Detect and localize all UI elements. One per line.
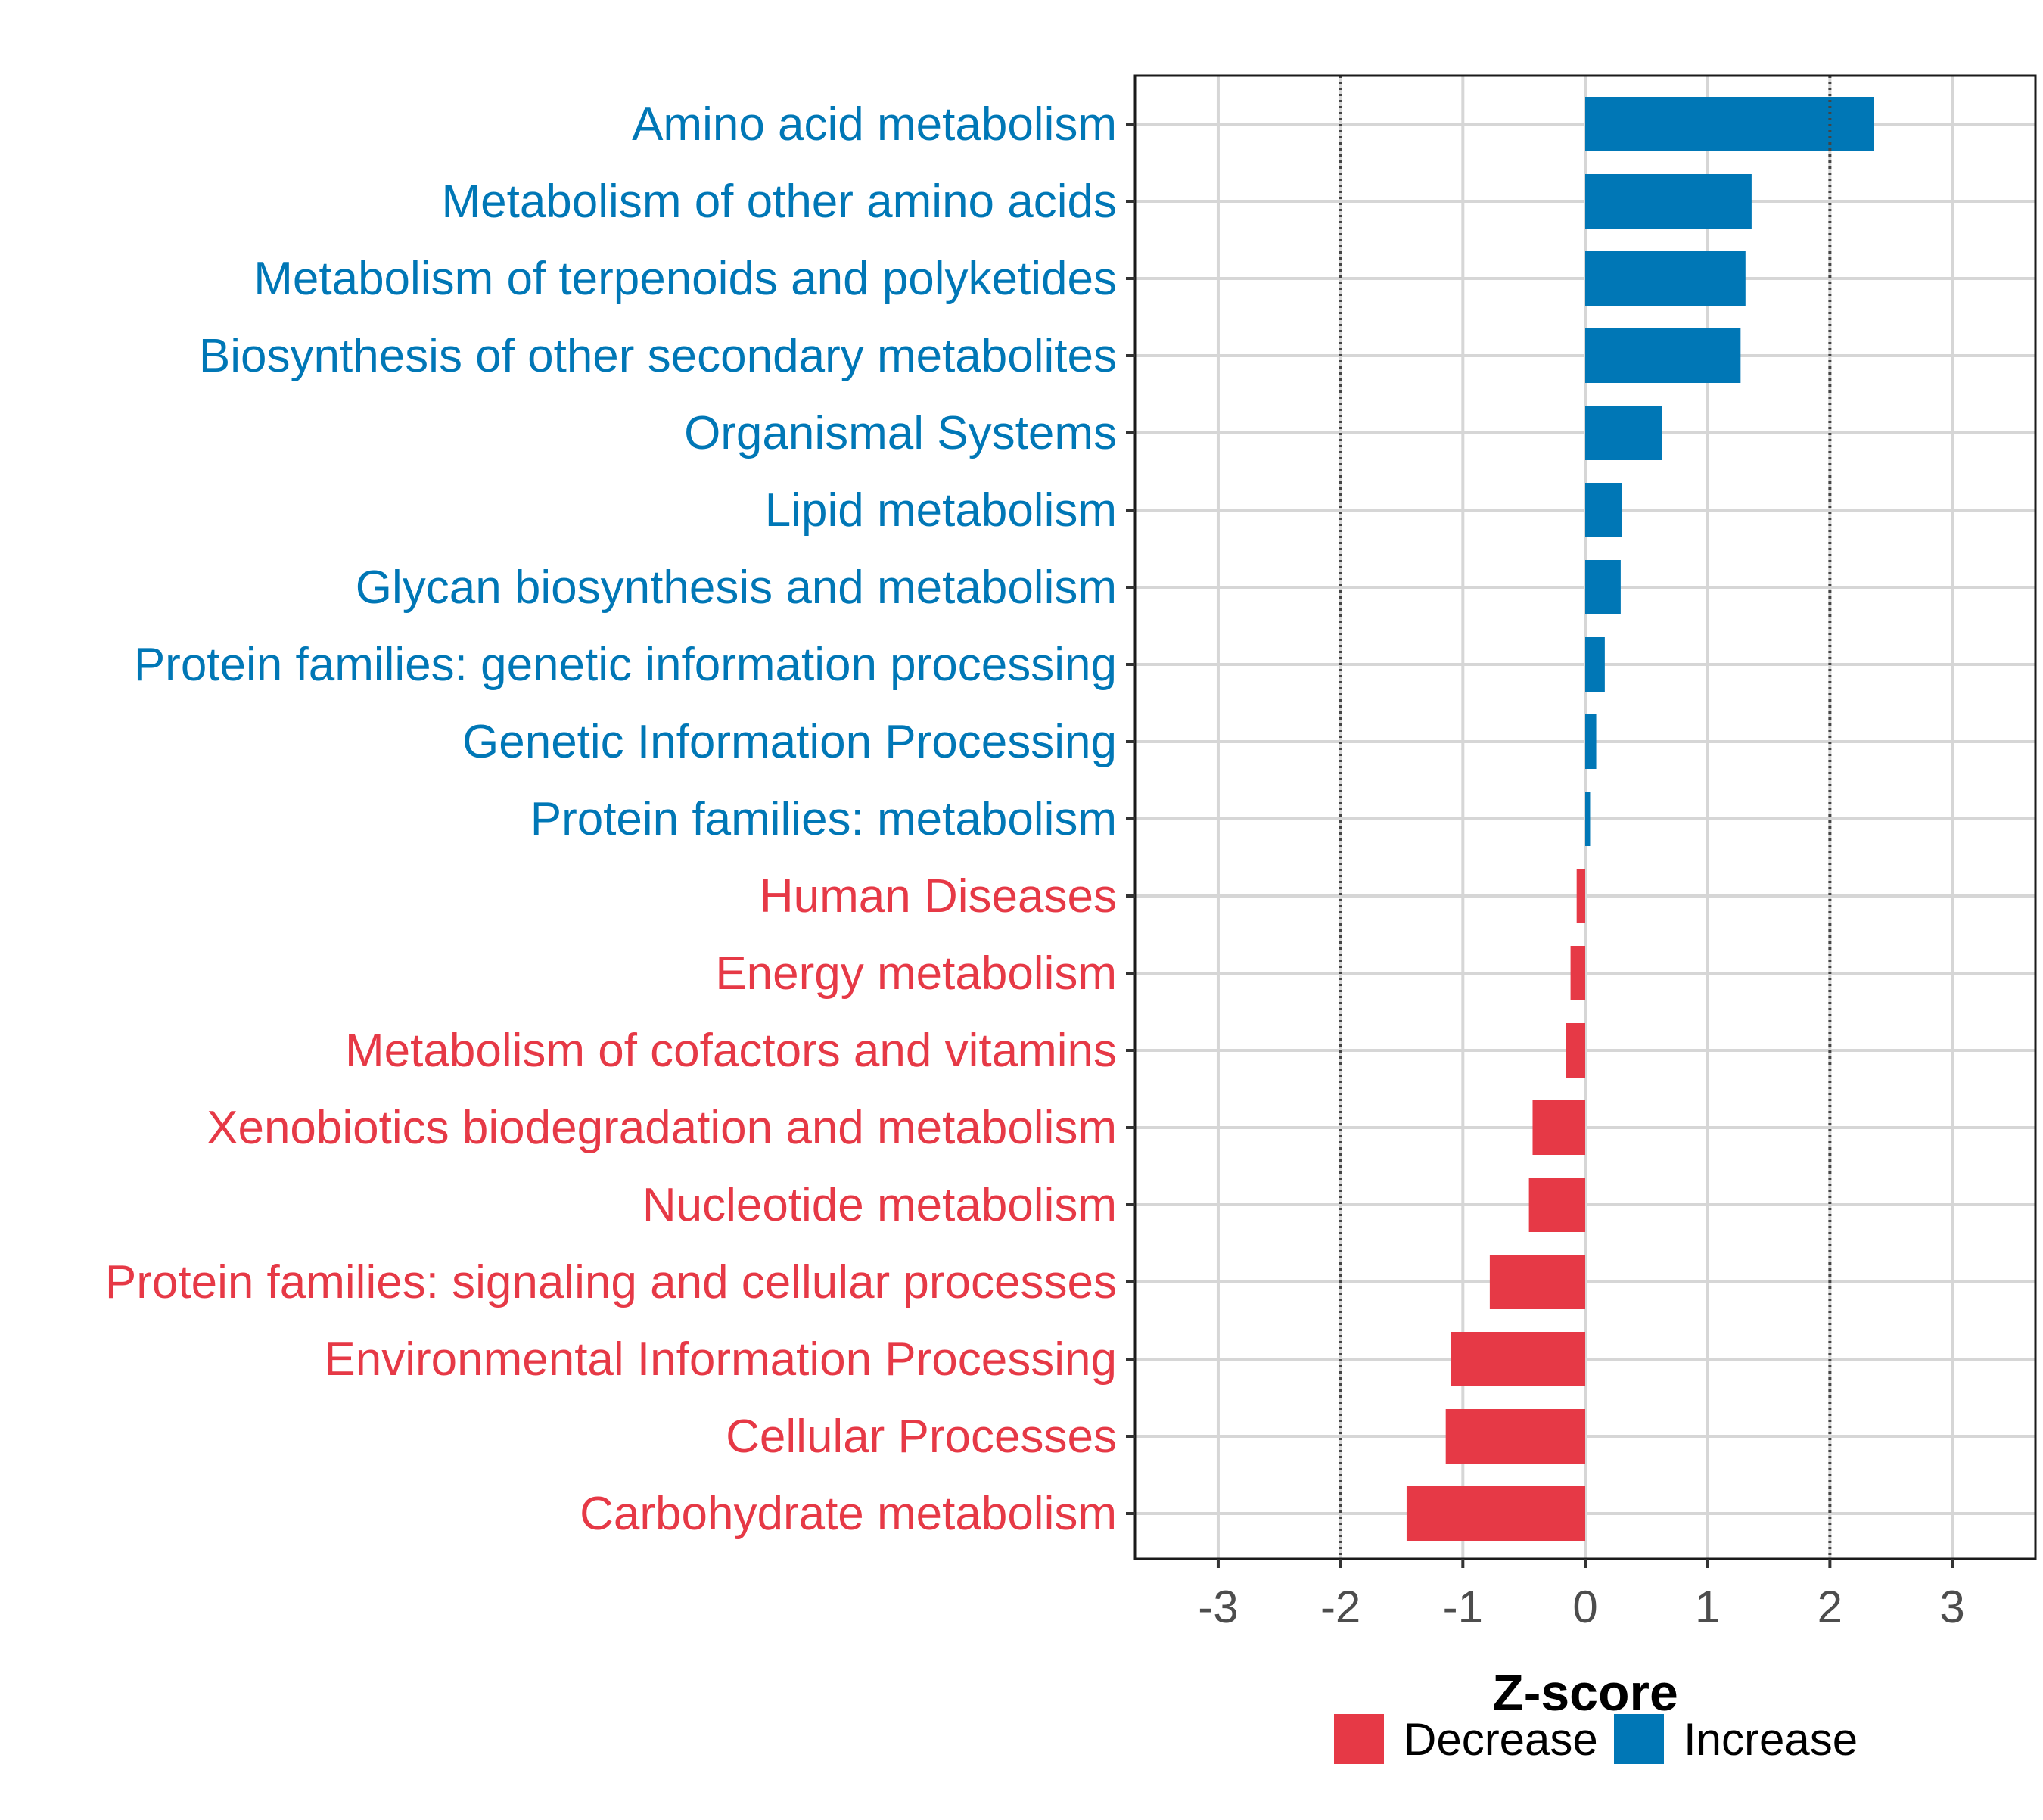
bar xyxy=(1585,174,1752,229)
category-label: Biosynthesis of other secondary metaboli… xyxy=(199,330,1117,382)
category-label: Protein families: metabolism xyxy=(530,793,1117,845)
category-label: Metabolism of cofactors and vitamins xyxy=(345,1025,1117,1077)
x-tick-label: -2 xyxy=(1320,1582,1360,1632)
legend-key xyxy=(1334,1714,1384,1764)
bar xyxy=(1489,1255,1585,1309)
category-label: Organismal Systems xyxy=(684,407,1117,459)
category-label: Energy metabolism xyxy=(715,947,1117,1000)
category-label: Metabolism of other amino acids xyxy=(441,176,1117,228)
category-label: Lipid metabolism xyxy=(765,484,1117,537)
bar xyxy=(1585,560,1621,614)
bar xyxy=(1585,406,1662,460)
legend-key xyxy=(1614,1714,1664,1764)
bar xyxy=(1528,1178,1585,1232)
category-label: Xenobiotics biodegradation and metabolis… xyxy=(207,1102,1117,1154)
category-label: Cellular Processes xyxy=(726,1411,1117,1463)
legend-label: Increase xyxy=(1684,1714,1858,1765)
category-label: Glycan biosynthesis and metabolism xyxy=(356,562,1117,614)
bar xyxy=(1585,97,1874,151)
x-tick-label: -1 xyxy=(1443,1582,1483,1632)
bar xyxy=(1585,483,1622,537)
category-label: Carbohydrate metabolism xyxy=(580,1488,1117,1540)
x-tick-label: -3 xyxy=(1198,1582,1238,1632)
bar xyxy=(1585,637,1605,692)
bar xyxy=(1406,1486,1585,1541)
bar xyxy=(1445,1409,1585,1464)
x-tick-label: 3 xyxy=(1939,1582,1964,1632)
x-tick-label: 1 xyxy=(1695,1582,1720,1632)
bar xyxy=(1585,251,1746,306)
bar xyxy=(1451,1332,1585,1386)
category-label: Amino acid metabolism xyxy=(632,98,1117,151)
category-label: Metabolism of terpenoids and polyketides xyxy=(253,253,1117,305)
bar xyxy=(1576,869,1585,923)
bar xyxy=(1585,792,1591,846)
x-axis-title: Z-score xyxy=(1492,1664,1678,1722)
category-label: Genetic Information Processing xyxy=(462,716,1117,768)
category-label: Nucleotide metabolism xyxy=(642,1179,1117,1231)
category-label: Environmental Information Processing xyxy=(324,1333,1117,1386)
category-label: Protein families: signaling and cellular… xyxy=(105,1256,1117,1308)
bar xyxy=(1570,946,1585,1000)
bar xyxy=(1566,1023,1585,1078)
category-label: Human Diseases xyxy=(760,870,1117,922)
bar xyxy=(1585,328,1741,383)
legend-label: Decrease xyxy=(1404,1714,1598,1765)
category-label: Protein families: genetic information pr… xyxy=(134,639,1117,691)
bar xyxy=(1532,1100,1585,1155)
x-tick-label: 0 xyxy=(1572,1582,1597,1632)
bar xyxy=(1585,714,1597,769)
x-tick-label: 2 xyxy=(1818,1582,1842,1632)
